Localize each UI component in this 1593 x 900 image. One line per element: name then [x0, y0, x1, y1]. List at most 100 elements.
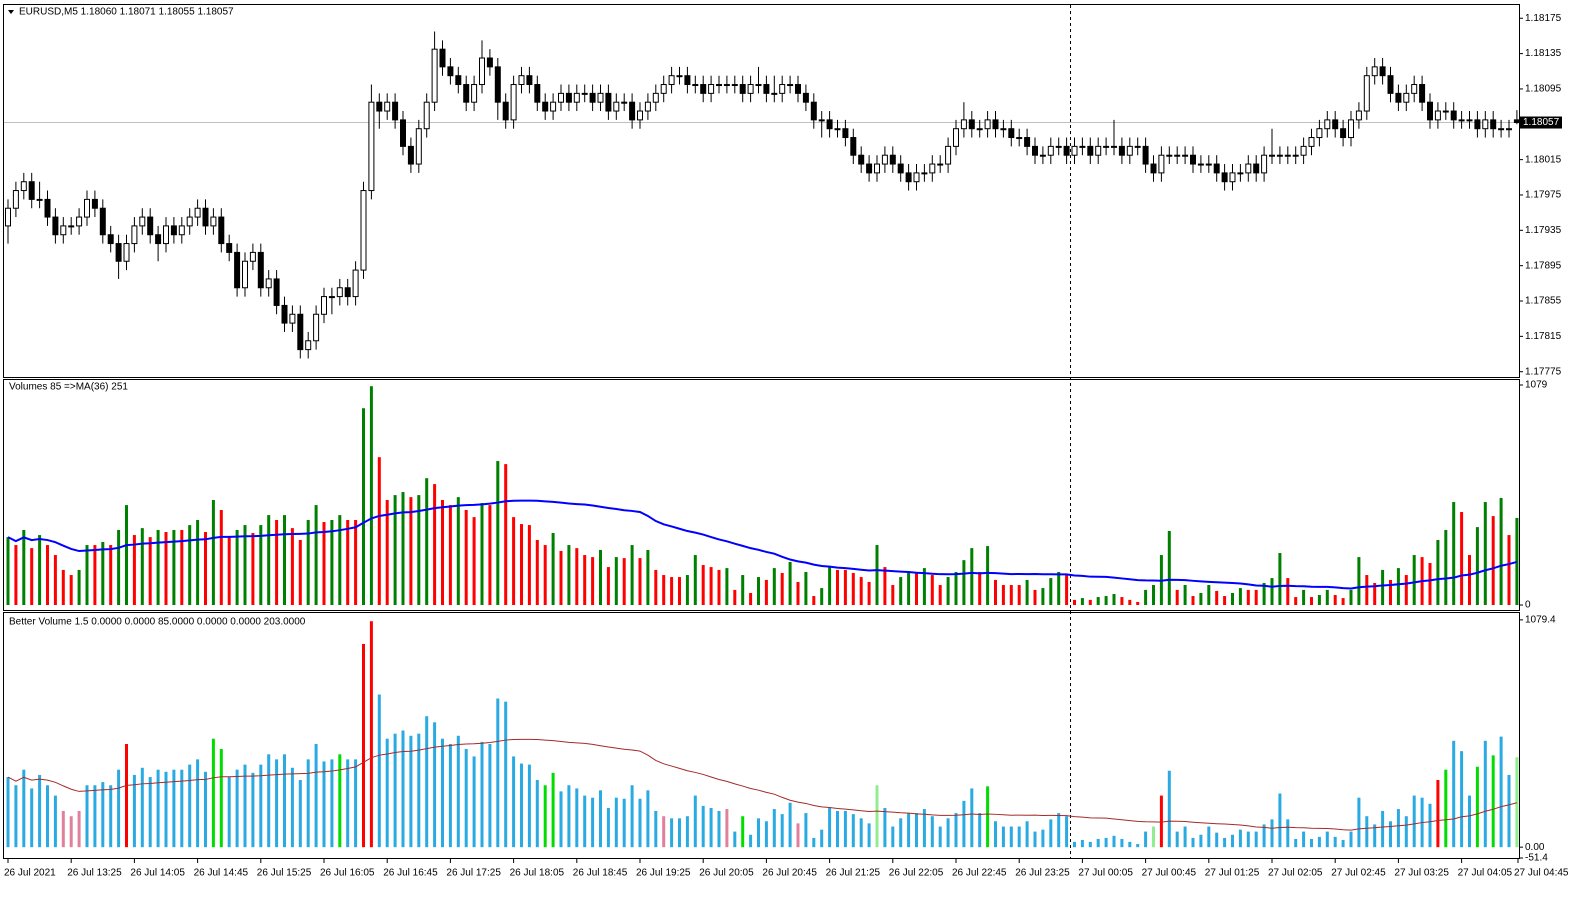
volume-bar: [851, 572, 855, 606]
volume-bar: [1041, 588, 1045, 606]
better-volume-bar: [527, 764, 531, 848]
x-tick-label: 27 Jul 02:45: [1331, 868, 1386, 879]
volume-bar: [986, 546, 990, 606]
better-volume-bar: [456, 735, 460, 848]
volume-bar: [543, 545, 547, 606]
volume-bar: [53, 555, 57, 606]
candle-body: [1300, 145, 1307, 156]
better-volume-bar: [496, 698, 500, 848]
better-volume-bar: [535, 779, 539, 848]
better-volume-bar: [1404, 816, 1408, 848]
better-volume-bar: [725, 809, 729, 848]
price-title: EURUSD,M5 1.18060 1.18071 1.18055 1.1805…: [19, 7, 234, 18]
volume-bar: [267, 515, 271, 606]
better-volume-bar: [267, 754, 271, 848]
candle-body: [874, 163, 880, 174]
better-volume-bar: [448, 743, 452, 848]
x-tick-label: 27 Jul 03:25: [1394, 868, 1449, 879]
candle-body: [534, 84, 541, 103]
volume-bar: [788, 561, 792, 606]
y-tick-label: 1.18095: [1525, 84, 1562, 95]
better-volume-bar: [1033, 831, 1037, 848]
better-volume-bar: [101, 782, 105, 848]
better-volume-bar: [970, 788, 974, 848]
volume-bar: [946, 577, 950, 606]
candle-body: [1434, 110, 1441, 121]
candle-body: [637, 110, 643, 121]
candle-body: [597, 92, 604, 103]
volume-bar: [504, 464, 508, 606]
better-volume-bar: [867, 823, 871, 848]
volume-bar: [243, 525, 247, 606]
better-volume-bar: [757, 818, 760, 848]
better-volume-bar: [836, 810, 839, 848]
better-volume-bar: [551, 772, 555, 848]
better-volume-bar: [1278, 793, 1282, 848]
candle-body: [1411, 84, 1418, 94]
y-tick-label: 1.17895: [1525, 260, 1562, 271]
better-volume-bar: [164, 771, 168, 848]
candle-body: [573, 92, 580, 103]
better-volume-bar: [1057, 813, 1061, 848]
better-volume-bar: [1310, 838, 1313, 848]
better-volume-bar: [1223, 837, 1227, 848]
better-volume-bar: [235, 769, 239, 848]
better-volume-bar: [472, 756, 476, 848]
candle-body: [644, 101, 651, 112]
volume-bar: [148, 537, 152, 606]
candle-body: [921, 172, 928, 175]
volume-bar: [891, 585, 895, 606]
volume-bar: [899, 577, 903, 606]
volume-bar: [938, 585, 942, 606]
volume-bar: [1104, 596, 1108, 606]
volume-bar: [512, 517, 516, 606]
better-volume-bar: [61, 810, 65, 848]
better-volume-bar: [938, 826, 942, 848]
better-volume-bar: [338, 754, 342, 848]
better-volume-bar: [1460, 751, 1464, 848]
volume-bar: [1065, 575, 1069, 606]
better-volume-bar: [1349, 831, 1353, 848]
volume-bar: [820, 588, 824, 606]
candle-body: [1292, 154, 1299, 157]
better-volume-bar: [606, 808, 610, 848]
volume-bar: [804, 571, 808, 606]
candle-body: [1371, 66, 1378, 77]
candle-body: [12, 190, 19, 209]
better-volume-bar: [1096, 838, 1100, 848]
candle-body: [976, 128, 983, 131]
volume-bar: [915, 571, 918, 606]
candle-body: [565, 92, 572, 103]
better-volume-bar: [1065, 816, 1069, 848]
better-volume-bar: [733, 831, 737, 848]
volume-bar: [1460, 512, 1464, 606]
candle-body: [684, 75, 691, 86]
volume-bar: [954, 571, 958, 606]
candle-body: [1284, 154, 1291, 157]
better-volume-bar: [1412, 795, 1416, 848]
better-volume-bar: [77, 810, 81, 848]
volume-bar: [796, 581, 800, 606]
candle-body: [210, 216, 217, 227]
candle-body: [352, 269, 359, 298]
volume-bar: [259, 525, 263, 606]
better-volume-bar: [1357, 797, 1361, 848]
better-volume-bar: [441, 738, 444, 848]
candle-body: [194, 207, 201, 218]
better-volume-bar: [243, 764, 247, 848]
candle-body: [502, 101, 509, 121]
volume-bar: [1017, 585, 1021, 606]
candle-body: [1450, 110, 1457, 121]
candle-body: [289, 313, 296, 324]
better-volume-bar: [543, 785, 547, 848]
better-volume-bar: [520, 763, 523, 848]
x-tick-label: 27 Jul 04:45: [1514, 868, 1569, 879]
volume-bar: [630, 545, 634, 606]
volume-bar: [275, 519, 279, 606]
candle-body: [1182, 154, 1189, 157]
menu-arrow[interactable]: [8, 10, 14, 14]
better-volume-bar: [962, 800, 966, 848]
volume-bar: [1112, 593, 1116, 606]
candle-body: [984, 119, 991, 130]
candle-body: [834, 128, 841, 131]
